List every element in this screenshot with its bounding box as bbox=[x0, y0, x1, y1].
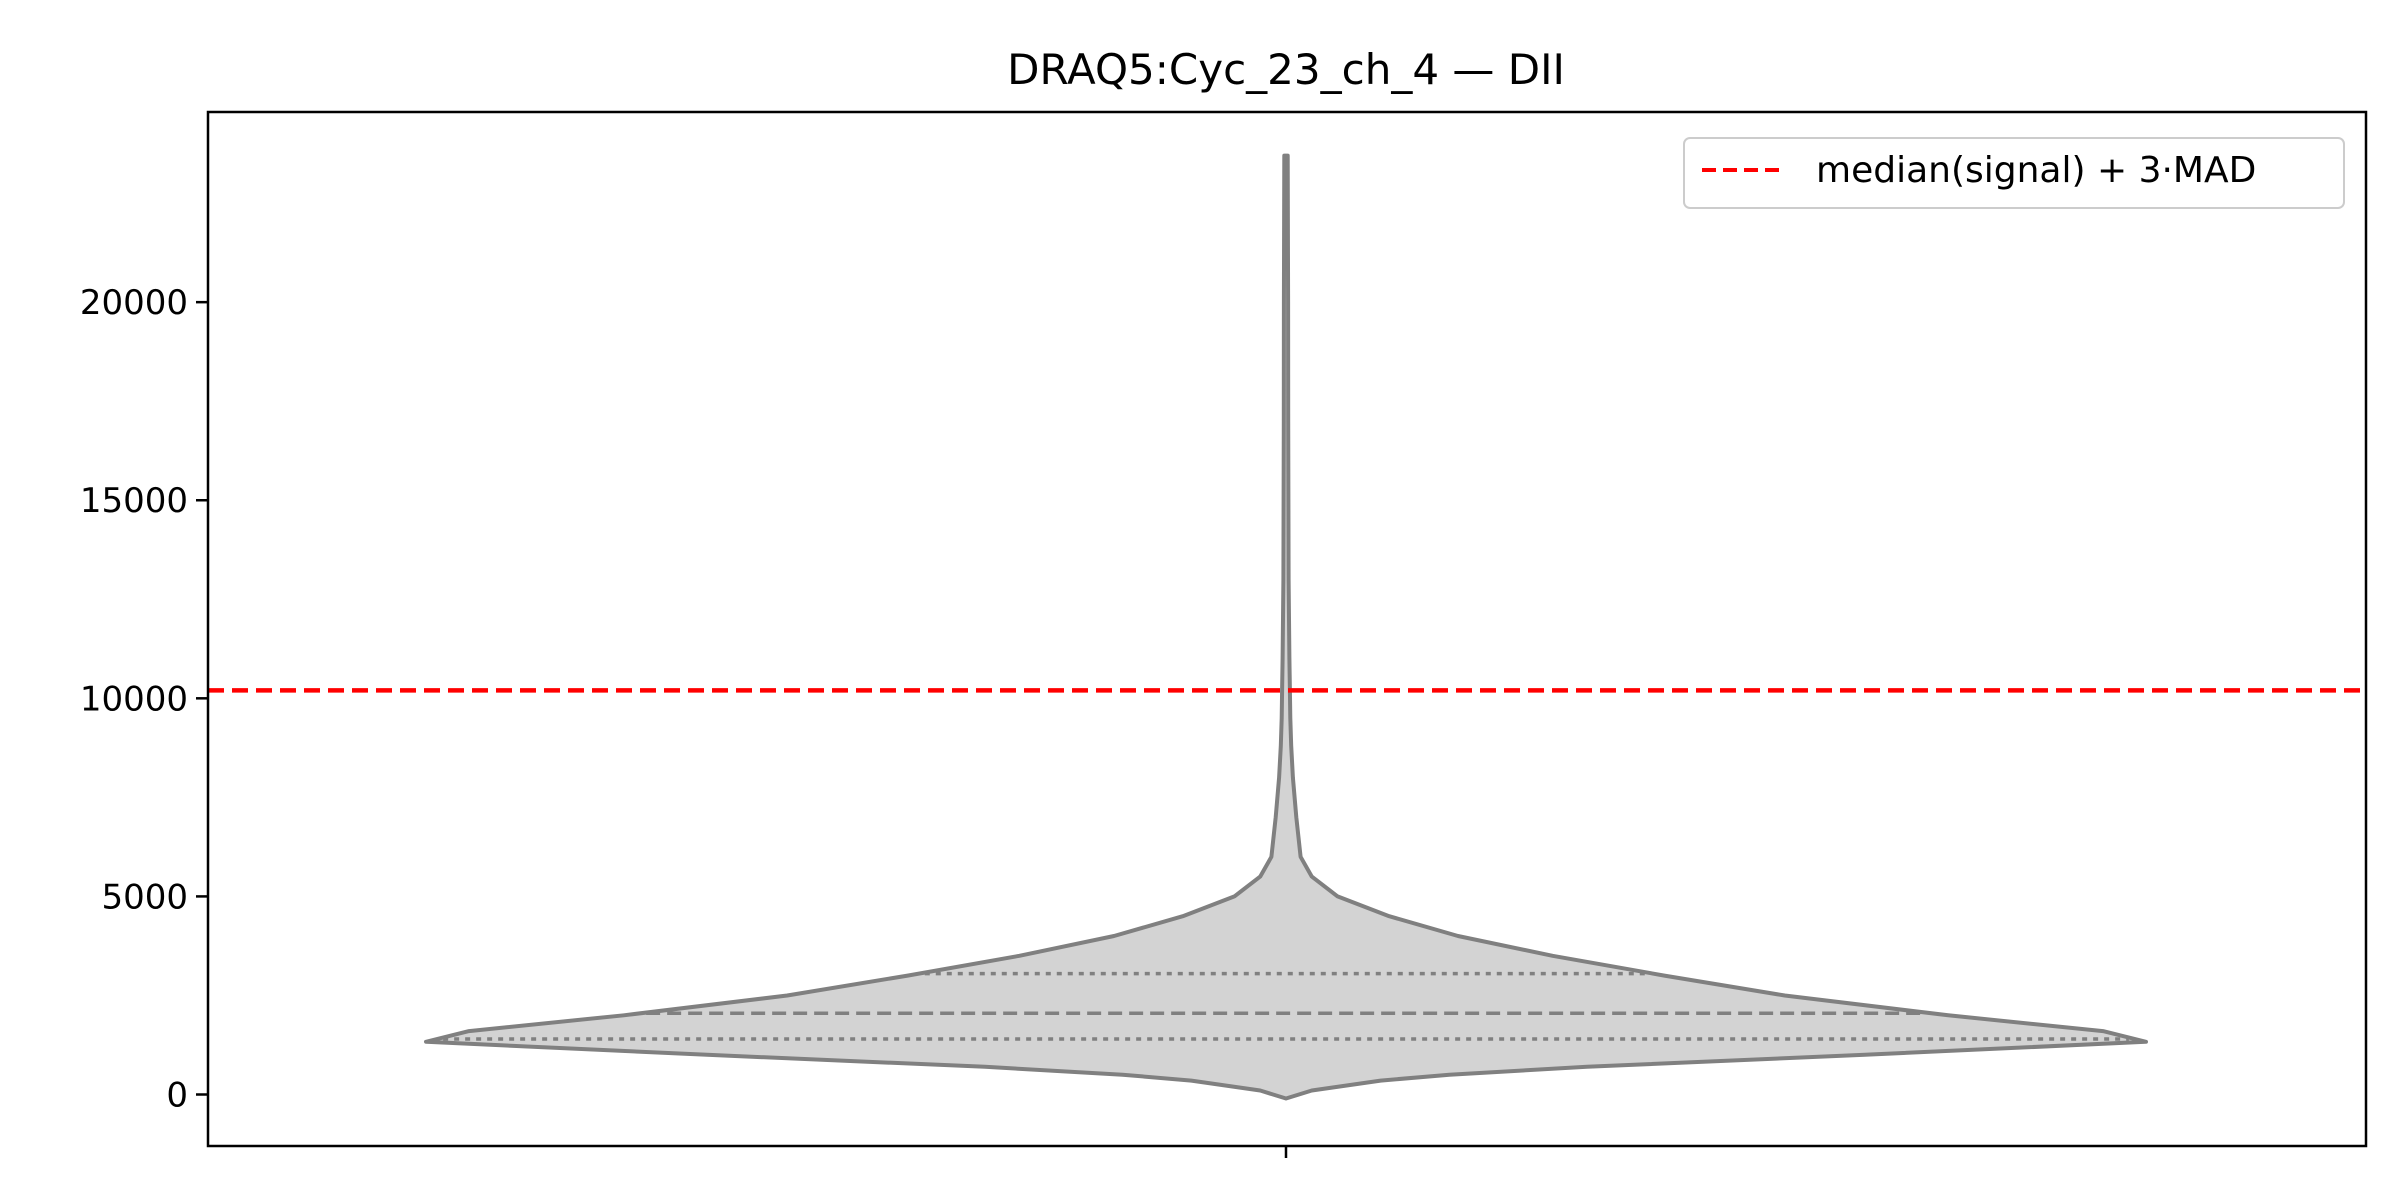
violin-body bbox=[424, 153, 2148, 1101]
y-tick-label-15000: 15000 bbox=[80, 481, 188, 521]
y-tick-label-5000: 5000 bbox=[101, 877, 188, 917]
legend-box bbox=[1683, 137, 2345, 209]
y-tick-label-0: 0 bbox=[166, 1075, 188, 1115]
legend-label-threshold: median(signal) + 3·MAD bbox=[1816, 150, 2256, 191]
plot-area bbox=[208, 153, 2366, 1101]
axes: 0 5000 10000 15000 20000 bbox=[80, 110, 2368, 1158]
legend: median(signal) + 3·MAD bbox=[1683, 137, 2345, 209]
y-tick-label-10000: 10000 bbox=[80, 679, 188, 719]
y-tick-label-20000: 20000 bbox=[80, 283, 188, 323]
chart-title: DRAQ5:Cyc_23_ch_4 — DII bbox=[1007, 45, 1565, 94]
